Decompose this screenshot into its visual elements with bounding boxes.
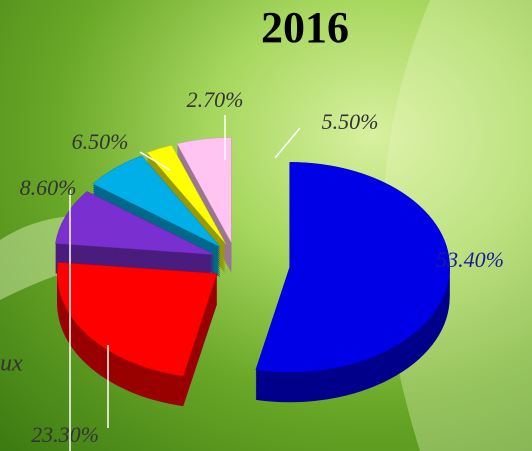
data-label: 5.50% (322, 109, 379, 134)
data-label: 23.30% (31, 422, 99, 447)
data-label: 8.60% (20, 175, 77, 200)
chart-title: 2016 (261, 3, 349, 52)
annotation: ux (0, 351, 23, 377)
pie-slice (57, 262, 217, 406)
leader-line (275, 128, 300, 158)
data-label: 2.70% (187, 87, 244, 112)
chart: 2016 ux 53.40% 23.30% 8.60% 6.50% 2.70% 5.50% (0, 0, 532, 451)
page: 2016 ux 53.40% 23.30% 8.60% 6.50% 2.70% 5.50% (0, 0, 532, 451)
data-label: 53.40% (436, 247, 504, 272)
data-label: 6.50% (72, 129, 129, 154)
